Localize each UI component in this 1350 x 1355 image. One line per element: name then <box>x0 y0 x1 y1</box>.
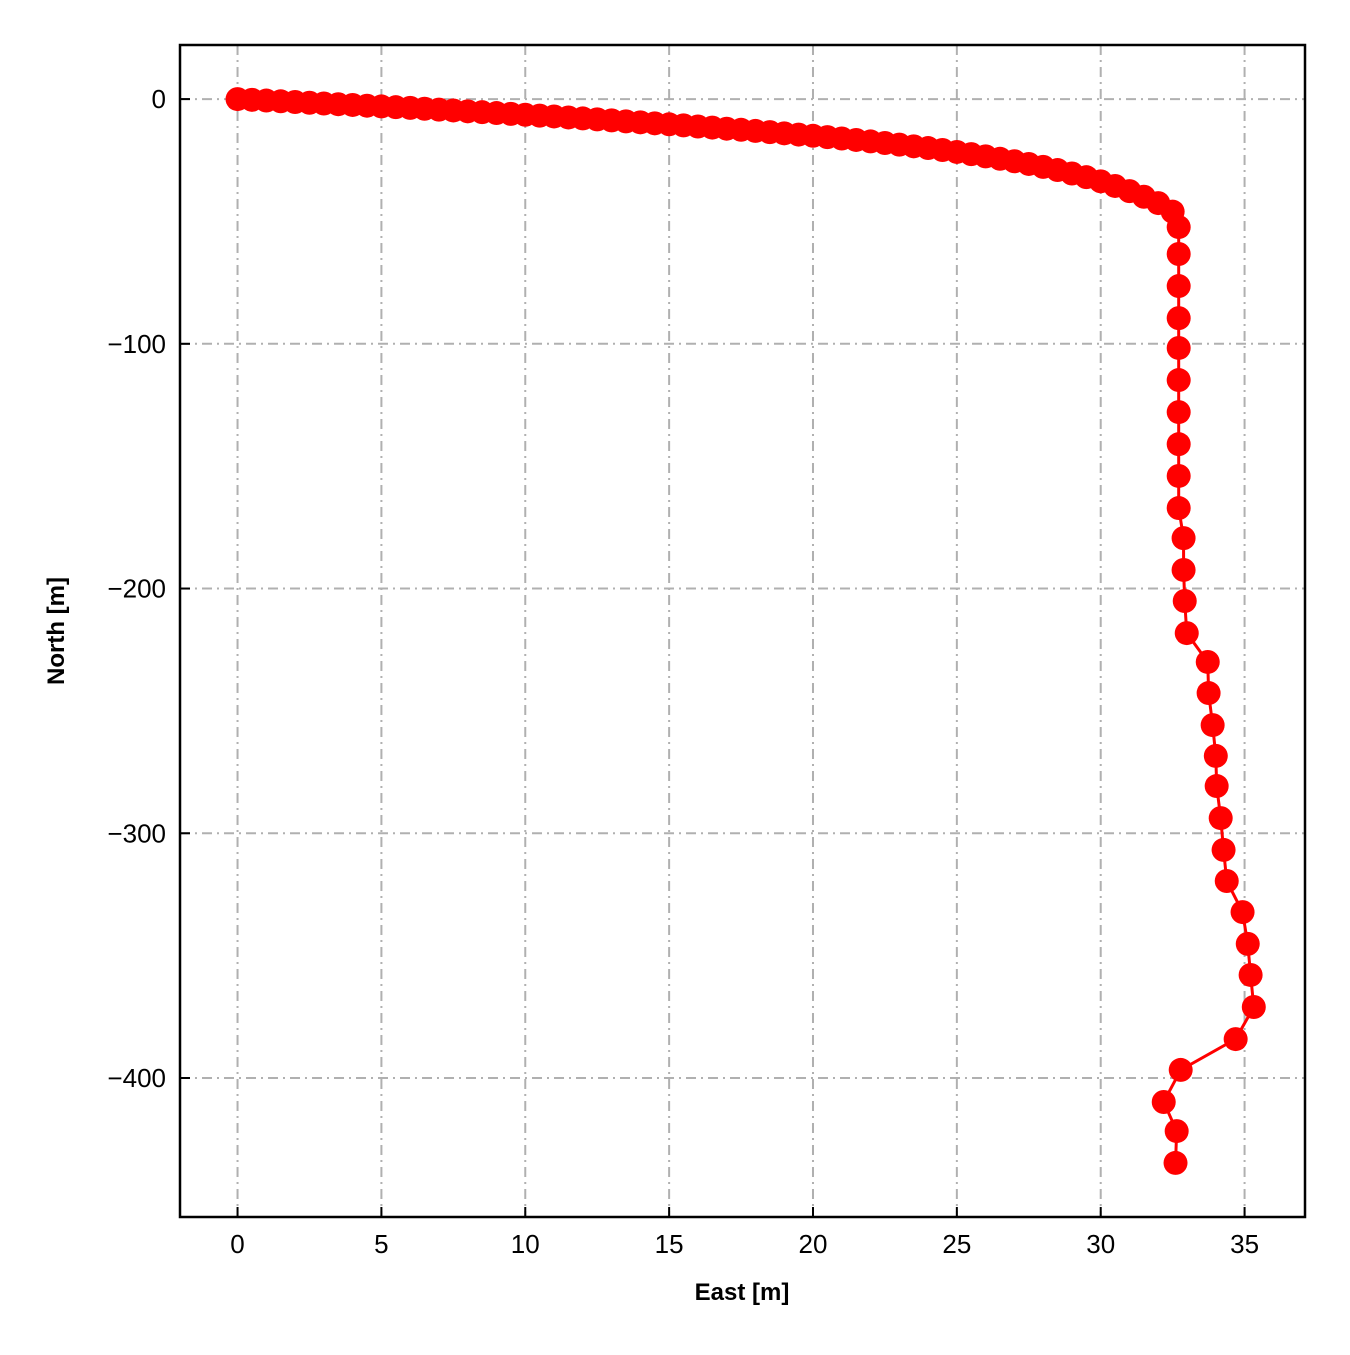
data-point <box>1214 868 1239 893</box>
data-point <box>1166 215 1191 240</box>
y-tick-label: −100 <box>107 329 166 359</box>
data-point <box>1166 368 1191 393</box>
data-point <box>1195 649 1220 674</box>
data-point <box>1166 335 1191 360</box>
x-tick-label: 30 <box>1086 1229 1115 1259</box>
data-point <box>1171 526 1196 551</box>
x-tick-label: 15 <box>655 1229 684 1259</box>
data-point <box>1223 1027 1248 1052</box>
data-point <box>1164 1119 1189 1144</box>
data-point <box>1196 681 1221 706</box>
data-point <box>1204 774 1229 799</box>
x-tick-label: 0 <box>230 1229 244 1259</box>
data-point <box>1174 621 1199 646</box>
y-tick-label: 0 <box>152 84 166 114</box>
data-point <box>1171 557 1196 582</box>
data-point <box>1166 306 1191 331</box>
x-tick-label: 35 <box>1230 1229 1259 1259</box>
y-tick-label: −300 <box>107 818 166 848</box>
x-tick-label: 20 <box>799 1229 828 1259</box>
y-tick-label: −400 <box>107 1063 166 1093</box>
x-tick-label: 5 <box>374 1229 388 1259</box>
x-axis-label: East [m] <box>695 1279 790 1306</box>
data-point <box>1166 274 1191 299</box>
data-point <box>1241 995 1266 1020</box>
x-tick-label: 10 <box>511 1229 540 1259</box>
data-point <box>1166 432 1191 457</box>
data-point <box>1230 900 1255 925</box>
data-point <box>1211 837 1236 862</box>
data-point <box>1200 713 1225 738</box>
data-point <box>1168 1057 1193 1082</box>
data-point <box>1208 806 1233 831</box>
plot-frame <box>178 43 1307 1219</box>
data-point <box>1238 962 1263 987</box>
x-tick-label: 25 <box>942 1229 971 1259</box>
y-tick-label: −200 <box>107 574 166 604</box>
data-point <box>1166 241 1191 266</box>
data-point <box>1166 496 1191 521</box>
data-point <box>1151 1089 1176 1114</box>
data-point <box>1235 931 1260 956</box>
y-axis-label: North [m] <box>43 577 70 685</box>
data-point <box>1172 589 1197 614</box>
data-point <box>1166 400 1191 425</box>
data-point <box>1166 463 1191 488</box>
data-point <box>1163 1150 1188 1175</box>
data-point <box>1203 743 1228 768</box>
